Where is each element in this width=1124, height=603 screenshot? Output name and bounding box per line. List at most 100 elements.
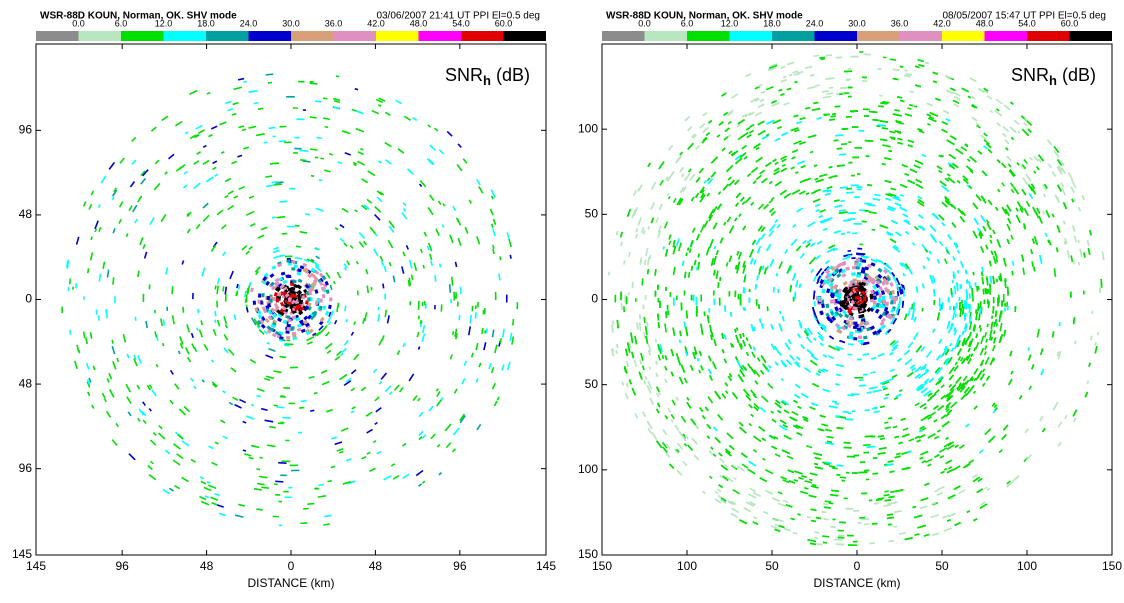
- echo: [510, 255, 512, 259]
- echo: [377, 197, 383, 203]
- echo: [685, 252, 687, 256]
- echo: [937, 429, 941, 432]
- echo: [162, 343, 165, 346]
- echo: [246, 415, 255, 419]
- echo: [1095, 346, 1098, 354]
- echo: [925, 62, 929, 65]
- echo: [900, 418, 906, 421]
- echo: [253, 301, 256, 305]
- echo: [884, 499, 891, 502]
- echo: [1027, 347, 1029, 351]
- echo: [937, 165, 943, 170]
- echo: [824, 506, 831, 509]
- echo: [897, 358, 902, 362]
- echo: [615, 295, 617, 302]
- echo: [324, 515, 331, 518]
- echo: [131, 159, 136, 164]
- echo: [179, 164, 185, 170]
- echo: [848, 343, 854, 345]
- echo: [478, 186, 483, 193]
- echo: [907, 372, 914, 378]
- echo: [234, 404, 242, 409]
- echo: [879, 447, 887, 450]
- echo: [777, 503, 786, 507]
- echo: [848, 87, 853, 89]
- echo: [982, 383, 985, 387]
- echo: [861, 492, 867, 494]
- echo: [224, 334, 229, 341]
- echo: [677, 358, 681, 365]
- echo: [407, 168, 414, 175]
- echo: [418, 346, 421, 350]
- echo: [980, 215, 986, 223]
- echo: [211, 462, 218, 466]
- echo: [922, 283, 925, 288]
- echo: [439, 263, 441, 267]
- echo: [749, 289, 751, 292]
- echo: [980, 246, 984, 253]
- echo: [705, 407, 709, 412]
- echo: [750, 258, 754, 264]
- echo: [268, 82, 272, 84]
- echo: [149, 217, 154, 225]
- echo: [728, 150, 732, 154]
- echo: [181, 477, 189, 482]
- echo: [429, 144, 436, 150]
- echo: [298, 81, 304, 83]
- echo: [887, 513, 893, 516]
- echo: [1060, 182, 1064, 187]
- echo: [848, 141, 851, 143]
- echo: [917, 196, 922, 200]
- echo: [852, 472, 858, 474]
- echo: [78, 350, 80, 353]
- echo: [1025, 428, 1029, 433]
- echo: [667, 310, 669, 315]
- echo: [200, 476, 204, 479]
- echo: [428, 207, 434, 215]
- echo: [857, 189, 862, 191]
- echo: [281, 460, 290, 462]
- echo: [119, 201, 124, 207]
- echo: [783, 102, 789, 106]
- echo: [414, 263, 418, 271]
- echo: [664, 366, 667, 371]
- echo: [249, 195, 254, 198]
- echo: [282, 417, 290, 419]
- echo: [728, 291, 730, 296]
- echo: [778, 519, 784, 522]
- echo: [878, 435, 884, 438]
- echo: [696, 297, 698, 305]
- echo: [807, 221, 815, 227]
- echo: [341, 427, 349, 431]
- echo: [184, 406, 191, 412]
- echo: [815, 466, 819, 469]
- echo: [83, 201, 87, 206]
- echo: [787, 62, 795, 66]
- echo: [128, 453, 135, 460]
- echo: [1036, 166, 1040, 170]
- echo: [753, 436, 761, 443]
- echo: [389, 391, 393, 395]
- echo: [1072, 225, 1076, 232]
- echo: [774, 529, 780, 532]
- echo: [257, 483, 265, 486]
- echo: [749, 249, 754, 258]
- echo: [682, 461, 687, 466]
- echo: [776, 224, 780, 229]
- echo: [926, 350, 932, 358]
- echo: [753, 449, 757, 453]
- echo: [118, 219, 121, 224]
- echo: [131, 137, 136, 142]
- echo: [801, 393, 809, 398]
- echo: [786, 88, 791, 91]
- echo: [198, 129, 205, 134]
- echo: [799, 284, 802, 289]
- echo: [186, 324, 190, 332]
- echo: [253, 102, 258, 104]
- echo: [213, 329, 217, 336]
- echo: [170, 370, 174, 375]
- echo: [238, 504, 245, 507]
- echo: [286, 315, 290, 319]
- echo: [984, 351, 987, 355]
- echo: [862, 80, 867, 82]
